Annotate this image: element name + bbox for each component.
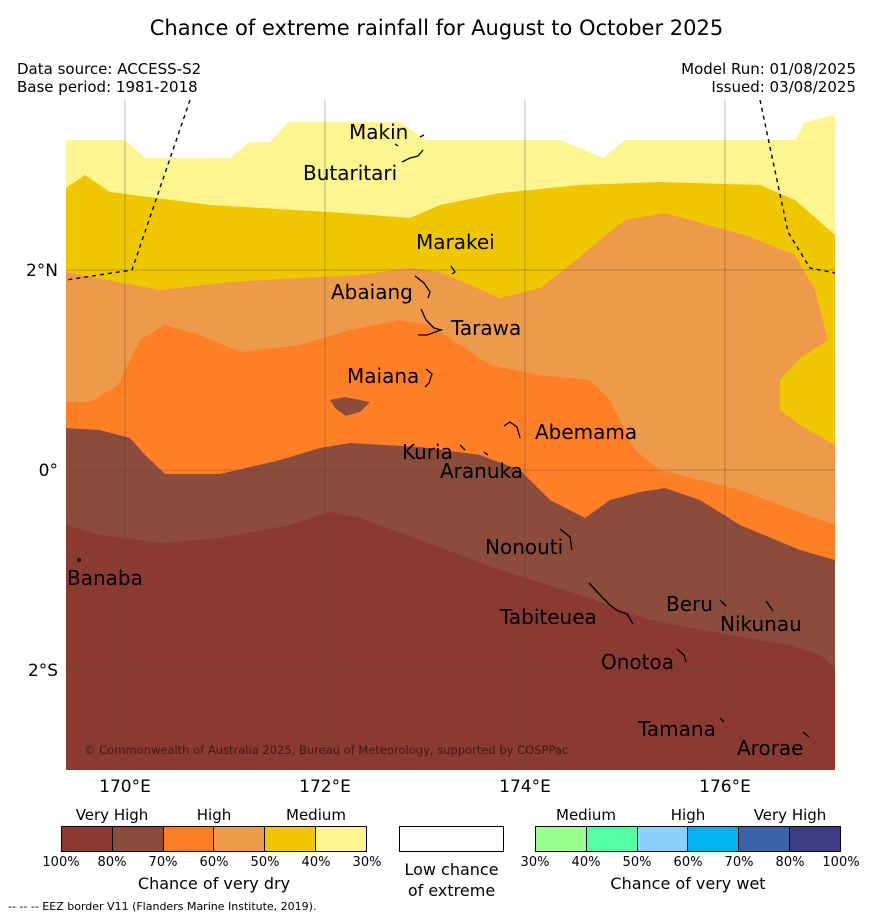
place-label-makin: Makin (349, 120, 408, 144)
dry-header-high: High (196, 806, 232, 824)
place-label-tarawa: Tarawa (450, 316, 521, 340)
wet-swatch-5 (789, 827, 840, 851)
graticule (66, 100, 835, 770)
dry-tick-6: 30% (352, 855, 382, 870)
place-label-arorae: Arorae (737, 736, 803, 760)
band-80-100 (66, 512, 835, 770)
lon-label-176e: 176°E (699, 777, 751, 797)
island-outlines (77, 134, 810, 738)
dry-header-medium: Medium (286, 806, 346, 824)
wet-tick-0: 30% (520, 855, 550, 870)
wet-legend: Medium High Very High (535, 806, 841, 825)
base-period-text: Base period: 1981-2018 (17, 78, 198, 96)
dry-swatch-3 (213, 827, 265, 851)
place-label-maiana: Maiana (347, 364, 419, 388)
place-label-butaritari: Butaritari (303, 161, 397, 185)
low-chance-line1: Low chance (404, 860, 499, 879)
dry-swatch-1 (111, 827, 163, 851)
lat-label-2n: 2°N (26, 261, 58, 281)
low-chance-line2: of extreme (407, 881, 496, 900)
place-label-banaba: Banaba (67, 566, 143, 590)
dry-tick-2: 70% (148, 855, 178, 870)
dry-colorbar (61, 826, 367, 852)
place-label-tabiteuea: Tabiteuea (499, 605, 597, 629)
lon-label-174e: 174°E (499, 777, 551, 797)
place-label-abemama: Abemama (535, 420, 637, 444)
band-70-80-patch (330, 397, 370, 416)
wet-tick-3: 60% (673, 855, 703, 870)
model-run-text: Model Run: 01/08/2025 (681, 60, 856, 78)
data-info: Data source: ACCESS-S2 Base period: 1981… (17, 60, 201, 96)
wet-swatch-3 (687, 827, 739, 851)
place-label-abaiang: Abaiang (331, 280, 413, 304)
lat-label-0: 0° (39, 461, 58, 481)
wet-tick-2: 50% (622, 855, 652, 870)
wet-header-high: High (670, 806, 706, 824)
dry-tick-5: 40% (301, 855, 331, 870)
wet-swatch-0 (536, 827, 586, 851)
place-label-nonouti: Nonouti (485, 535, 563, 559)
wet-header-very-high: Very High (753, 806, 827, 824)
longitude-labels: 170°E 172°E 174°E 176°E (99, 777, 751, 797)
place-label-beru: Beru (666, 592, 713, 616)
place-label-nikunau: Nikunau (720, 612, 802, 636)
wet-colorbar (535, 826, 841, 852)
low-chance-swatch (399, 826, 504, 852)
latitude-labels: 2°N 0° 2°S (26, 261, 58, 681)
wet-tick-1: 40% (571, 855, 601, 870)
dry-caption: Chance of very dry (137, 874, 291, 893)
dry-legend-headers: Very High High Medium (61, 806, 367, 825)
probability-layers (66, 100, 835, 770)
dry-swatch-2 (162, 827, 214, 851)
low-chance-caption: Low chance of extreme (385, 859, 518, 901)
wet-caption: Chance of very wet (610, 874, 766, 893)
place-label-tamana: Tamana (637, 717, 716, 741)
dry-swatch-4 (264, 827, 316, 851)
dry-tick-3: 60% (199, 855, 229, 870)
eez-footnote: -- -- -- EEZ border V11 (Flanders Marine… (8, 900, 317, 913)
lon-label-172e: 172°E (299, 777, 351, 797)
wet-swatch-4 (738, 827, 790, 851)
dry-swatch-0 (62, 827, 112, 851)
wet-tick-6: 100% (822, 855, 860, 870)
issued-text: Issued: 03/08/2025 (711, 78, 856, 96)
run-info: Model Run: 01/08/2025 Issued: 03/08/2025 (681, 60, 856, 96)
wet-legend-headers: Medium High Very High (535, 806, 841, 825)
wet-tick-5: 80% (775, 855, 805, 870)
copyright-text: © Commonwealth of Australia 2025, Bureau… (84, 743, 568, 757)
wet-tick-labels: 30% 40% 50% 60% 70% 80% 100% (521, 855, 860, 871)
wet-header-medium: Medium (556, 806, 616, 824)
dry-header-very-high: Very High (75, 806, 149, 824)
place-label-marakei: Marakei (416, 230, 495, 254)
map-title: Chance of extreme rainfall for August to… (149, 16, 724, 40)
lon-label-170e: 170°E (99, 777, 151, 797)
wet-swatch-1 (585, 827, 637, 851)
dry-tick-labels: 100% 80% 70% 60% 50% 40% 30% (42, 855, 381, 871)
place-label-kuria: Kuria (402, 440, 453, 464)
dry-swatch-5 (315, 827, 366, 851)
place-labels: Makin Butaritari Marakei Abaiang Tarawa … (67, 120, 803, 760)
wet-swatch-2 (636, 827, 688, 851)
data-source-text: Data source: ACCESS-S2 (17, 60, 202, 78)
place-label-onotoa: Onotoa (601, 650, 674, 674)
dry-tick-1: 80% (97, 855, 127, 870)
wet-tick-4: 70% (724, 855, 754, 870)
place-label-aranuka: Aranuka (440, 459, 523, 483)
dry-tick-0: 100% (42, 855, 80, 870)
lat-label-2s: 2°S (28, 661, 58, 681)
dry-tick-4: 50% (250, 855, 280, 870)
eez-border-lines (66, 100, 835, 281)
dry-legend: Very High High Medium (61, 806, 367, 825)
